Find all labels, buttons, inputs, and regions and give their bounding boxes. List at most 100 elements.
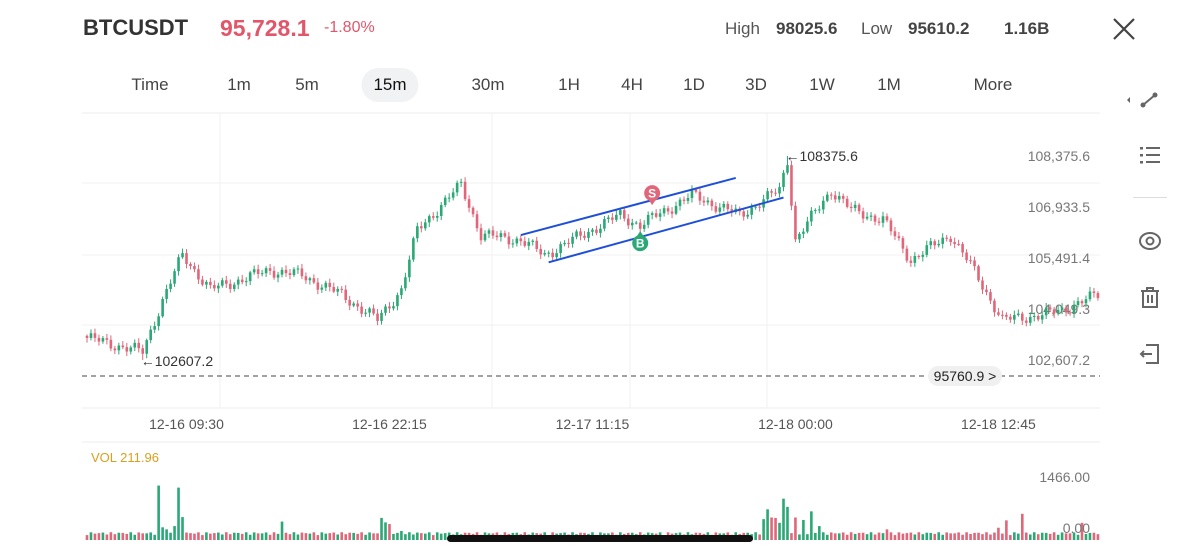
candle-body [519, 238, 523, 242]
candle-body [368, 308, 371, 313]
candle-body [408, 259, 411, 278]
y-tick-label: 102,607.2 [1028, 352, 1090, 368]
volume-bar [925, 532, 929, 540]
volume-bar [256, 533, 260, 540]
candle-body [89, 333, 93, 338]
volume-bar [133, 534, 137, 540]
timeframe-tab-4h[interactable]: 4H [621, 75, 643, 94]
candle-body [308, 278, 312, 281]
candle-body [85, 335, 89, 338]
volume-bar [344, 534, 347, 540]
volume-bar [89, 532, 93, 540]
candle-body [149, 329, 152, 341]
candle-body [829, 194, 833, 196]
candle-body [917, 256, 921, 258]
candle-body [523, 241, 527, 246]
volume-bar [324, 533, 328, 540]
volume-bar [443, 533, 447, 540]
candle-body [312, 278, 316, 283]
volume-bar [149, 532, 152, 540]
volume-max-label: 1466.00 [1039, 469, 1090, 485]
volume-bar [806, 534, 809, 540]
candle-body [1084, 299, 1088, 304]
current-price-label: 95760.9 > [934, 368, 997, 384]
candle-body [161, 298, 164, 317]
volume-bar [280, 521, 284, 540]
candle-body [802, 231, 805, 234]
trash-icon[interactable] [1136, 284, 1164, 312]
timeframe-tab-1h[interactable]: 1H [558, 75, 580, 94]
candle-body [316, 282, 320, 290]
volume-bar [340, 532, 344, 540]
candle-body [977, 266, 980, 281]
exit-icon[interactable] [1136, 340, 1164, 368]
timeframe-tab-15m[interactable]: 15m [361, 68, 419, 102]
volume-bar [889, 532, 893, 540]
timeframe-tab-1w[interactable]: 1W [809, 75, 835, 94]
candle-body [256, 269, 260, 274]
timeframe-tab-30m[interactable]: 30m [471, 75, 505, 94]
candle-body [873, 215, 877, 222]
timeframe-tab-more[interactable]: More [973, 75, 1013, 94]
volume-bar [873, 534, 877, 540]
draw-tool-icon[interactable] [1124, 86, 1164, 114]
candle-body [973, 260, 976, 267]
candle-body [356, 303, 359, 307]
volume-bar [209, 533, 212, 540]
candle-body [857, 204, 861, 212]
candle-body [332, 286, 336, 292]
candle-body [953, 242, 956, 244]
candle-body [515, 238, 519, 244]
volume-bar [977, 532, 980, 540]
timeframe-tab-5m[interactable]: 5m [295, 75, 319, 94]
candle-body [869, 215, 873, 217]
volume-bar [774, 517, 777, 540]
timeframe-tab-time[interactable]: Time [131, 75, 169, 94]
candle-body [145, 340, 148, 354]
low-value: 95610.2 [908, 19, 970, 38]
volume-bar [244, 532, 248, 540]
volume-bar [945, 532, 948, 540]
candle-body [997, 312, 1000, 315]
candle-body [93, 333, 97, 338]
candle-body [165, 288, 168, 299]
buy-marker [632, 235, 649, 252]
candle-body [742, 211, 745, 217]
candle-body [702, 200, 706, 203]
candle-body [638, 222, 642, 229]
volume-bar [1088, 532, 1092, 540]
candle-body [845, 198, 849, 207]
candle-body [181, 253, 184, 258]
volume-bar [312, 532, 316, 540]
current-price-badge [928, 366, 1002, 386]
candle-body [424, 222, 427, 229]
x-tick-label: 12-16 22:15 [352, 416, 427, 432]
volume-bar [1084, 533, 1088, 540]
candle-body [814, 209, 817, 211]
timeframe-tab-1d[interactable]: 1D [683, 75, 705, 94]
volume-bar [857, 532, 861, 540]
candle-body [1048, 307, 1052, 310]
x-tick-label: 12-16 09:30 [149, 416, 224, 432]
volume-bar [993, 532, 996, 540]
volume-bar [1076, 534, 1080, 540]
candle-body [579, 231, 582, 236]
eye-icon[interactable] [1136, 227, 1164, 255]
candle-body [463, 181, 467, 200]
volume-bar [288, 534, 292, 540]
timeframe-tab-1m[interactable]: 1M [877, 75, 901, 94]
volume-bar [1017, 533, 1020, 540]
list-icon[interactable] [1136, 141, 1164, 169]
candle-body [993, 300, 996, 313]
close-icon[interactable] [1110, 15, 1138, 43]
symbol-name[interactable]: BTCUSDT [83, 15, 189, 40]
volume-bar [1080, 522, 1084, 540]
volume-bar [778, 522, 781, 540]
candle-body [495, 235, 499, 238]
volume-bar [885, 529, 889, 540]
volume-bar [272, 532, 276, 540]
volume-bar [861, 532, 865, 540]
timeframe-tab-3d[interactable]: 3D [745, 75, 767, 94]
timeframe-tab-1m[interactable]: 1m [227, 75, 251, 94]
